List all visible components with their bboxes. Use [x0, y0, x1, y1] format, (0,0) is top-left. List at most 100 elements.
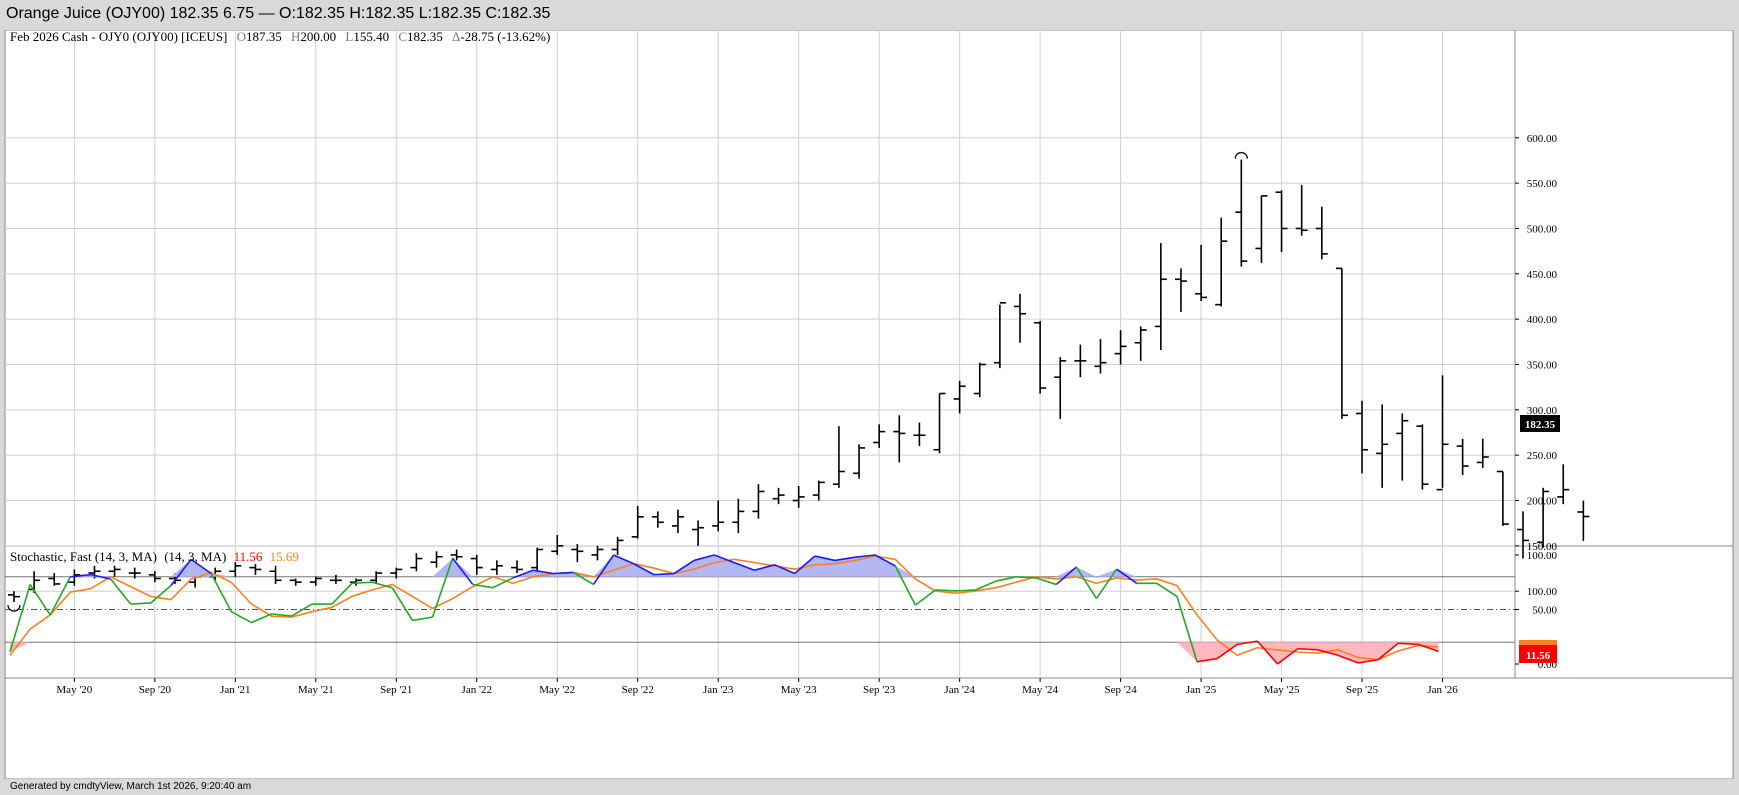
k-line-segment	[553, 571, 574, 575]
k-line-segment	[351, 581, 373, 585]
k-line-segment	[9, 584, 31, 653]
ohlc-bar	[309, 576, 322, 586]
k-line-segment	[1156, 582, 1178, 598]
k-line-segment	[693, 554, 715, 562]
k-line-segment	[492, 577, 514, 589]
k-line-segment	[130, 602, 151, 605]
ohlc-bar	[671, 509, 684, 534]
ohlc-bar	[1074, 344, 1087, 378]
k-line-segment	[412, 616, 433, 622]
time-tick-label: Sep '21	[380, 684, 412, 696]
ohlc-bar	[1054, 357, 1067, 419]
ohlc-bar	[1496, 470, 1509, 526]
change-value: -28.75 (-13.62%)	[460, 30, 550, 44]
k-line-segment	[1196, 657, 1218, 663]
ohlc-bar	[832, 426, 845, 488]
ohlc-bar	[752, 484, 765, 519]
ohlc-bar	[692, 520, 705, 546]
time-tick-label: May '24	[1022, 684, 1058, 696]
k-line-segment	[452, 557, 474, 585]
stochastic-tick-label: 100.00	[1527, 550, 1558, 562]
price-tick-label: 550.00	[1527, 178, 1558, 190]
k-line-segment	[150, 584, 172, 604]
price-tick-label: 400.00	[1527, 314, 1558, 326]
k-line-segment	[210, 573, 233, 613]
stochastic-fills	[10, 555, 1439, 664]
ohlc-bar	[1195, 244, 1208, 302]
price-tick-label: 100.00	[1527, 586, 1558, 598]
ohlc-bar	[390, 567, 403, 579]
time-tick-label: Jan '26	[1427, 684, 1458, 696]
time-tick-label: May '22	[539, 684, 575, 696]
time-tick-label: Jan '24	[944, 684, 975, 696]
k-line-segment	[512, 569, 534, 579]
ohlc-bar	[1436, 375, 1449, 491]
ohlc-bar	[953, 380, 966, 414]
ohlc-bar	[68, 569, 81, 586]
k-line-segment	[633, 563, 655, 576]
ohlc-bar	[1275, 190, 1288, 253]
k-line-segment	[874, 554, 896, 567]
last-price-tag-text: 182.35	[1525, 419, 1556, 431]
ohlc-bar	[531, 547, 544, 574]
price-axis: 100.00150.00200.00250.00300.00350.00400.…	[1515, 133, 1558, 598]
ohlc-bar	[651, 511, 664, 528]
k-line-segment	[1398, 642, 1419, 646]
k-line-segment	[190, 558, 212, 575]
ohlc-bar	[1557, 464, 1570, 505]
price-tick-label: 250.00	[1527, 450, 1558, 462]
stochastic-params: (14, 3, MA)	[164, 549, 226, 564]
close-value: 182.35	[407, 30, 443, 44]
ohlc-bar	[289, 578, 302, 586]
ohlc-bar	[269, 565, 282, 584]
ohlc-bar	[853, 444, 866, 479]
price-tick-label: 600.00	[1527, 133, 1558, 145]
ohlc-bar	[993, 302, 1006, 369]
k-line-segment	[29, 583, 51, 616]
time-tick-label: Jan '21	[220, 684, 250, 696]
time-axis: May '20 Sep '20 Jan '21 May '21 Sep '21 Jan '…	[56, 678, 1458, 696]
k-line-segment	[794, 555, 816, 575]
ohlc-bar	[1295, 184, 1308, 236]
k-line-segment	[230, 610, 252, 624]
k-line-segment	[1075, 566, 1098, 600]
low-value: 155.40	[353, 30, 389, 44]
open-value: 187.35	[246, 30, 282, 44]
ohlc-bar	[430, 551, 443, 568]
ohlc-bar	[1476, 438, 1489, 468]
k-line-segment	[1015, 576, 1037, 579]
k-line-segment	[90, 573, 111, 580]
swing-low-marker	[7, 604, 21, 612]
ohlc-bar	[1134, 326, 1147, 361]
k-line-segment	[774, 564, 795, 575]
price-tick-label: 150.00	[1527, 541, 1558, 553]
ohlc-bar	[873, 424, 886, 448]
k-line-segment	[975, 580, 997, 591]
k-line-segment	[331, 582, 353, 605]
k-line-segment	[472, 583, 494, 589]
ohlc-bar	[1517, 511, 1529, 559]
k-line-segment	[1317, 649, 1339, 657]
k-line-segment	[854, 554, 876, 558]
k-line-segment	[1055, 566, 1077, 586]
k-line-segment	[371, 581, 393, 589]
k-line-segment	[109, 578, 132, 605]
ohlc-bar	[1034, 320, 1047, 394]
ohlc-bar	[1537, 487, 1550, 548]
window-title: Orange Juice (OJY00) 182.35 6.75 — O:182…	[0, 0, 1739, 30]
price-tick-label: 200.00	[1527, 496, 1558, 508]
ohlc-bar	[792, 486, 805, 508]
k-line-segment	[1357, 658, 1379, 664]
chart-canvas[interactable]: 100.00150.00200.00250.00300.00350.00400.…	[0, 30, 1739, 779]
ohlc-bar	[772, 487, 785, 505]
ohlc-bar	[712, 500, 725, 532]
k-line-segment	[572, 571, 594, 586]
k-line-segment	[995, 576, 1017, 582]
ohlc-bar	[591, 545, 604, 561]
ohlc-bar	[229, 562, 242, 577]
last-price-tag	[1520, 415, 1560, 432]
time-tick-label: Sep '24	[1104, 684, 1137, 696]
time-tick-label: May '20	[56, 684, 92, 696]
k-line-segment	[271, 613, 292, 617]
k-line-segment	[814, 555, 836, 562]
